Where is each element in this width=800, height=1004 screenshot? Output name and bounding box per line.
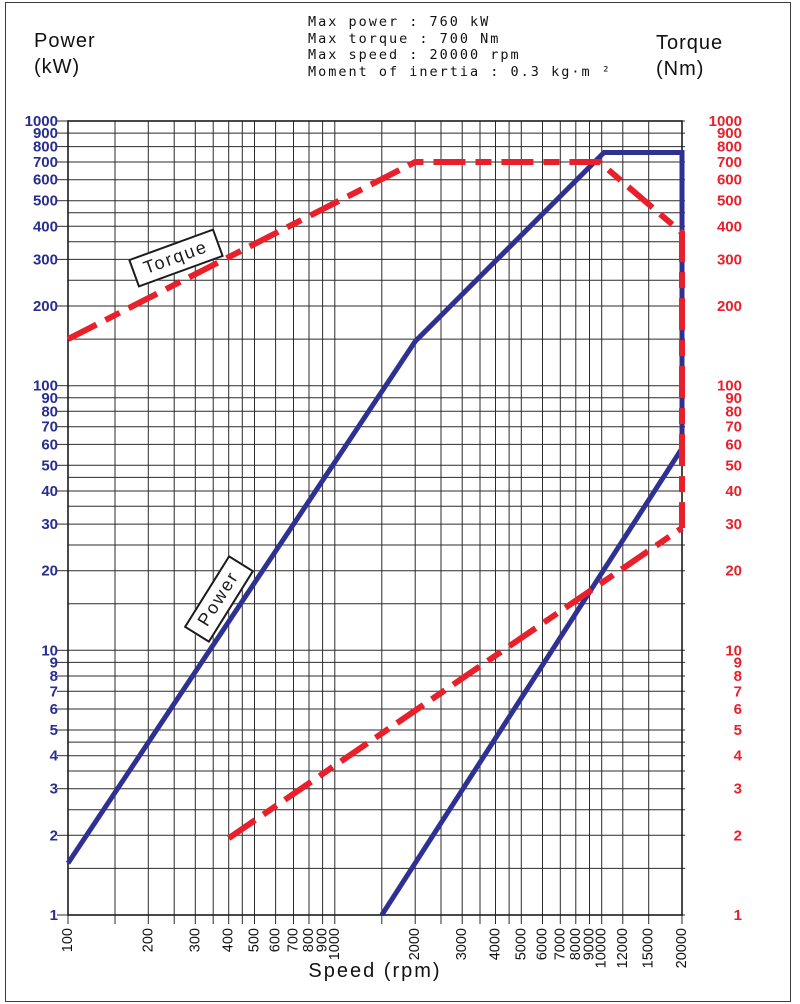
y-axis-label-left: 6	[50, 701, 58, 718]
x-axis-label: 4000	[487, 928, 503, 960]
torque-lower-line	[227, 525, 684, 841]
y-axis-label-right: 600	[717, 172, 742, 189]
right-axis-title: Torque (Nm)	[656, 30, 723, 82]
y-axis-label-left: 60	[41, 436, 58, 453]
x-axis-label: 600	[268, 928, 284, 952]
y-axis-label-right: 30	[725, 516, 742, 533]
grid	[57, 120, 685, 924]
left-axis-title-line2: (kW)	[34, 56, 81, 78]
y-axis-label-left: 2	[50, 827, 58, 844]
y-axis-label-right: 60	[725, 436, 742, 453]
y-axis-label-right: 20	[725, 563, 742, 580]
x-axis-label: 12000	[615, 928, 631, 968]
y-axis-label-right: 800	[717, 139, 742, 156]
y-axis-label-right: 200	[717, 298, 742, 315]
y-axis-label-right: 8	[734, 668, 742, 685]
y-axis-label-left: 9	[50, 654, 58, 671]
x-axis-label: 2000	[407, 928, 423, 960]
x-axis-label: 9000	[581, 928, 597, 960]
y-axis-label-right: 6	[734, 701, 742, 718]
x-axis-label: 3000	[454, 928, 470, 960]
y-axis-label-left: 3	[50, 781, 58, 798]
y-axis-label-left: 300	[33, 251, 58, 268]
y-axis-label-left: 30	[41, 516, 58, 533]
x-axis-label: 900	[315, 928, 331, 952]
y-axis-label-right: 300	[717, 251, 742, 268]
y-axis-label-left: 1000	[25, 113, 58, 130]
y-axis-label-right: 80	[725, 403, 742, 420]
y-axis-label-left: 600	[33, 172, 58, 189]
y-axis-label-right: 40	[725, 483, 742, 500]
y-axis-label-left: 10	[41, 642, 58, 659]
x-axis-label: 200	[140, 928, 156, 952]
y-axis-label-left: 40	[41, 483, 58, 500]
y-axis-label-right: 900	[717, 125, 742, 142]
axis-labels: 1000900800700600500400300200100908070605…	[25, 113, 743, 968]
x-axis-label: 1000	[327, 928, 343, 960]
y-axis-label-right: 1000	[709, 113, 742, 130]
y-axis-label-right: 700	[717, 154, 742, 171]
y-axis-label-left: 900	[33, 125, 58, 142]
y-axis-label-left: 500	[33, 193, 58, 210]
x-axis-label: 500	[247, 928, 263, 952]
y-axis-label-right: 90	[725, 390, 742, 407]
y-axis-label-right: 4	[734, 748, 743, 765]
left-axis-title-line1: Power	[34, 30, 96, 52]
x-axis-label: 7000	[552, 928, 568, 960]
x-axis-label: 20000	[674, 928, 690, 968]
y-axis-label-right: 2	[734, 827, 742, 844]
y-axis-label-right: 1	[734, 907, 742, 924]
x-axis-title: Speed (rpm)	[308, 960, 442, 982]
y-axis-label-right: 70	[725, 419, 742, 436]
y-axis-label-left: 7	[50, 683, 58, 700]
y-axis-label-left: 1	[50, 907, 58, 924]
y-axis-label-left: 80	[41, 403, 58, 420]
y-axis-label-left: 700	[33, 154, 58, 171]
y-axis-label-left: 50	[41, 457, 58, 474]
y-axis-label-left: 4	[50, 748, 59, 765]
left-axis-title: Power (kW)	[34, 28, 96, 80]
x-axis-label: 800	[301, 928, 317, 952]
y-axis-label-left: 400	[33, 218, 58, 235]
x-axis-label: 8000	[568, 928, 584, 960]
y-axis-label-left: 90	[41, 390, 58, 407]
right-axis-title-line2: (Nm)	[656, 58, 705, 80]
power-lower-line	[379, 446, 685, 917]
y-axis-label-right: 400	[717, 218, 742, 235]
torque-max-envelope	[66, 159, 685, 528]
y-axis-label-right: 500	[717, 193, 742, 210]
series-group	[65, 150, 685, 917]
x-axis-label: 100	[60, 928, 76, 952]
spec-line-inertia: Moment of inertia : 0.3 kg·m ²	[308, 63, 612, 80]
y-axis-label-left: 70	[41, 419, 58, 436]
x-axis-label: 700	[286, 928, 302, 952]
spec-line-max-torque: Max torque : 700 Nm	[308, 30, 501, 47]
y-axis-label-right: 5	[734, 722, 742, 739]
x-axis-label: 10000	[594, 928, 610, 968]
y-axis-label-right: 7	[734, 683, 742, 700]
y-axis-label-left: 200	[33, 298, 58, 315]
spec-line-max-power: Max power : 760 kW	[308, 14, 491, 30]
y-axis-label-right: 50	[725, 457, 742, 474]
y-axis-label-left: 5	[50, 722, 58, 739]
x-axis-label: 5000	[513, 928, 529, 960]
spec-block: Max power : 760 kW Max torque : 700 Nm M…	[308, 14, 612, 80]
x-axis-label: 400	[221, 928, 237, 952]
y-axis-label-left: 100	[33, 378, 58, 395]
y-axis-label-right: 100	[717, 378, 742, 395]
x-axis-label: 300	[187, 928, 203, 952]
y-axis-label-left: 20	[41, 563, 58, 580]
spec-line-max-speed: Max speed : 20000 rpm	[308, 47, 521, 63]
y-axis-label-right: 9	[734, 654, 742, 671]
y-axis-label-left: 800	[33, 139, 58, 156]
y-axis-label-left: 8	[50, 668, 58, 685]
y-axis-label-right: 10	[725, 642, 742, 659]
y-axis-label-right: 3	[734, 781, 742, 798]
x-axis-label: 15000	[641, 928, 657, 968]
x-axis-label: 6000	[534, 928, 550, 960]
right-axis-title-line1: Torque	[656, 32, 724, 54]
